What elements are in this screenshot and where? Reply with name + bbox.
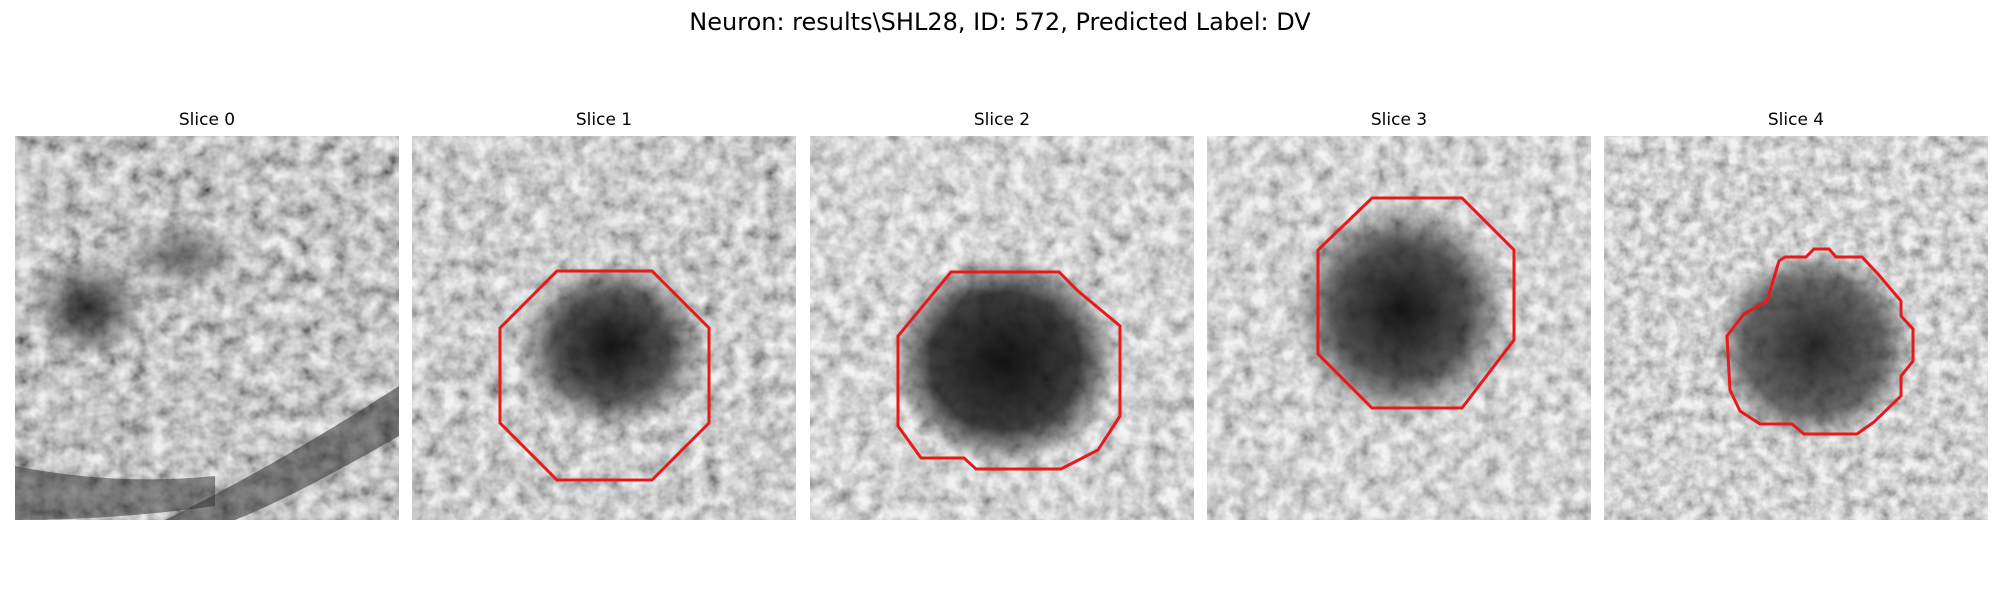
- slice-canvas: [412, 136, 796, 520]
- dark-region: [1292, 201, 1512, 421]
- slice-canvas: [15, 136, 399, 520]
- slice-panel-3: Slice 3: [1207, 108, 1591, 520]
- slice-image-2: [810, 136, 1194, 520]
- slice-panel-4: Slice 4: [1604, 108, 1988, 520]
- slice-image-3: [1207, 136, 1591, 520]
- dark-region: [1714, 251, 1914, 441]
- slice-title: Slice 2: [973, 110, 1031, 130]
- contour-outline: [1725, 247, 1915, 436]
- slice-title: Slice 4: [1767, 110, 1825, 130]
- dark-region: [517, 261, 707, 431]
- slice-panel-0: Slice 0: [15, 108, 399, 520]
- slice-image-1: [412, 136, 796, 520]
- slice-canvas: [810, 136, 1194, 520]
- slice-canvas: [1604, 136, 1988, 520]
- slice-panel-2: Slice 2: [810, 108, 1194, 520]
- dark-region: [29, 256, 145, 360]
- contour-outline: [896, 270, 1122, 471]
- slice-canvas: [1207, 136, 1591, 520]
- slice-image-4: [1604, 136, 1988, 520]
- slice-image-0: [15, 136, 399, 520]
- slice-title: Slice 3: [1370, 110, 1428, 130]
- slice-title: Slice 1: [575, 110, 633, 130]
- slice-title: Slice 0: [178, 110, 236, 130]
- slice-panel-1: Slice 1: [412, 108, 796, 520]
- contour-outline: [1316, 196, 1516, 410]
- contour-outline: [498, 269, 711, 482]
- dark-region: [890, 256, 1120, 466]
- figure-title: Neuron: results\SHL28, ID: 572, Predicte…: [689, 8, 1311, 36]
